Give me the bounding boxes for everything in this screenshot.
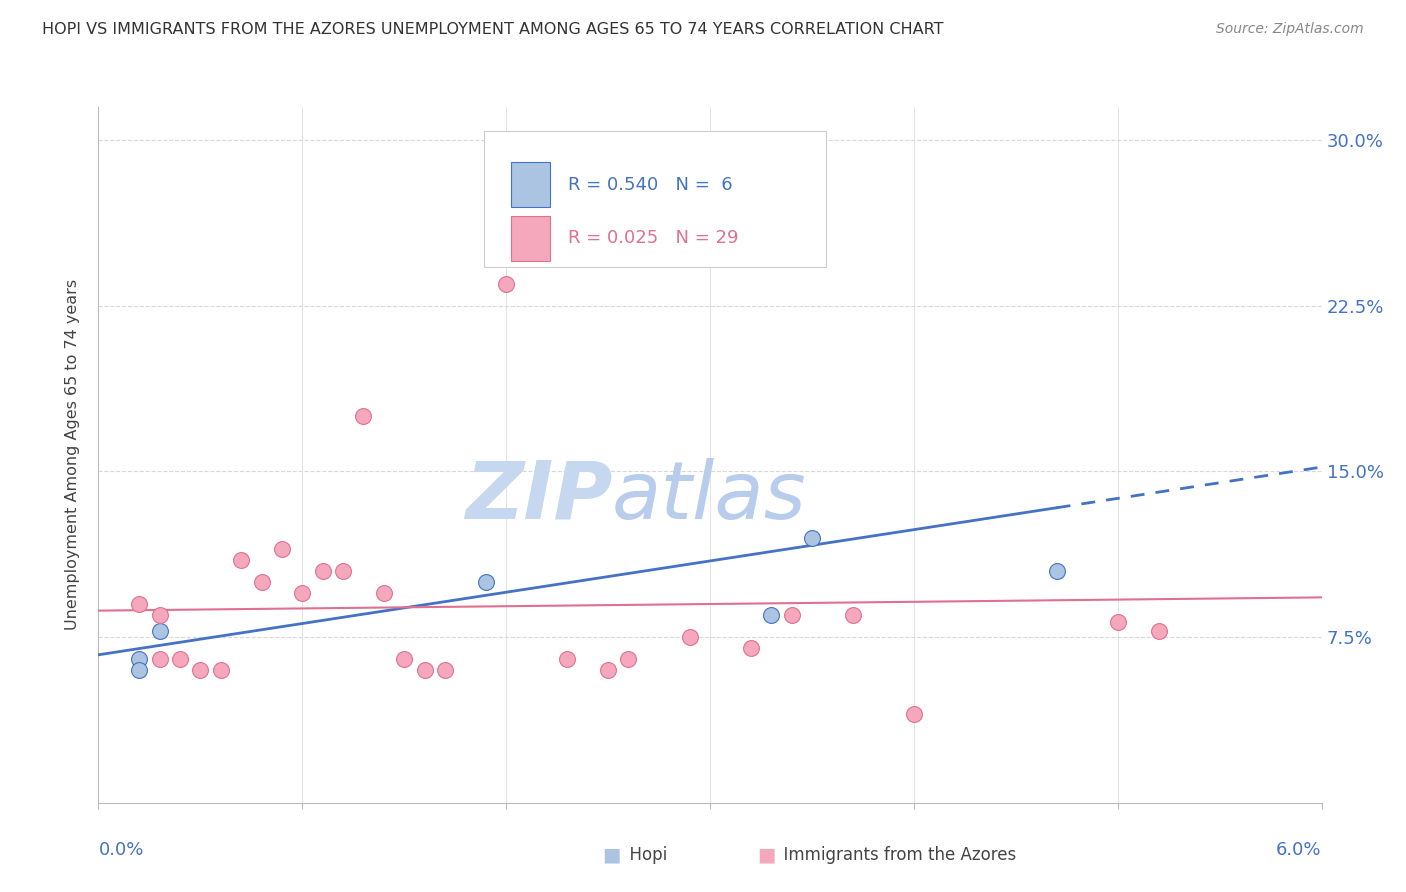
Point: [149, 652, 172, 666]
Point: [311, 564, 335, 578]
Y-axis label: Unemployment Among Ages 65 to 74 years: Unemployment Among Ages 65 to 74 years: [65, 279, 80, 631]
Point: [149, 624, 172, 638]
Point: [128, 597, 150, 611]
Text: Hopi: Hopi: [619, 846, 666, 863]
Point: [188, 663, 212, 677]
Point: [1147, 624, 1170, 638]
Point: [373, 586, 395, 600]
Point: [433, 663, 456, 677]
Text: ■: ■: [756, 845, 776, 864]
Text: Immigrants from the Azores: Immigrants from the Azores: [773, 846, 1017, 863]
Point: [598, 663, 620, 677]
Text: 6.0%: 6.0%: [1277, 841, 1322, 859]
Point: [392, 652, 416, 666]
Point: [1045, 564, 1069, 578]
FancyBboxPatch shape: [484, 131, 827, 267]
Point: [780, 608, 803, 623]
Point: [903, 707, 925, 722]
Point: [617, 652, 640, 666]
Point: [209, 663, 232, 677]
Point: [801, 531, 824, 545]
Text: HOPI VS IMMIGRANTS FROM THE AZORES UNEMPLOYMENT AMONG AGES 65 TO 74 YEARS CORREL: HOPI VS IMMIGRANTS FROM THE AZORES UNEMP…: [42, 22, 943, 37]
Point: [413, 663, 436, 677]
FancyBboxPatch shape: [510, 162, 550, 207]
Point: [740, 641, 762, 656]
Point: [332, 564, 354, 578]
Point: [270, 541, 292, 556]
Point: [474, 574, 498, 589]
Point: [250, 574, 273, 589]
Text: ZIP: ZIP: [465, 458, 612, 536]
Text: R = 0.540   N =  6: R = 0.540 N = 6: [568, 176, 733, 194]
Point: [536, 199, 558, 213]
Text: R = 0.025   N = 29: R = 0.025 N = 29: [568, 229, 738, 247]
Point: [555, 652, 579, 666]
Text: ■: ■: [602, 845, 621, 864]
Text: 0.0%: 0.0%: [98, 841, 143, 859]
Point: [1107, 615, 1129, 629]
Point: [128, 652, 150, 666]
Point: [841, 608, 863, 623]
Point: [352, 409, 374, 424]
FancyBboxPatch shape: [510, 216, 550, 260]
Point: [679, 630, 702, 644]
Point: [495, 277, 517, 291]
Text: atlas: atlas: [612, 458, 807, 536]
Point: [149, 608, 172, 623]
Point: [291, 586, 314, 600]
Text: Source: ZipAtlas.com: Source: ZipAtlas.com: [1216, 22, 1364, 37]
Point: [231, 553, 253, 567]
Point: [128, 663, 150, 677]
Point: [761, 608, 783, 623]
Point: [169, 652, 191, 666]
